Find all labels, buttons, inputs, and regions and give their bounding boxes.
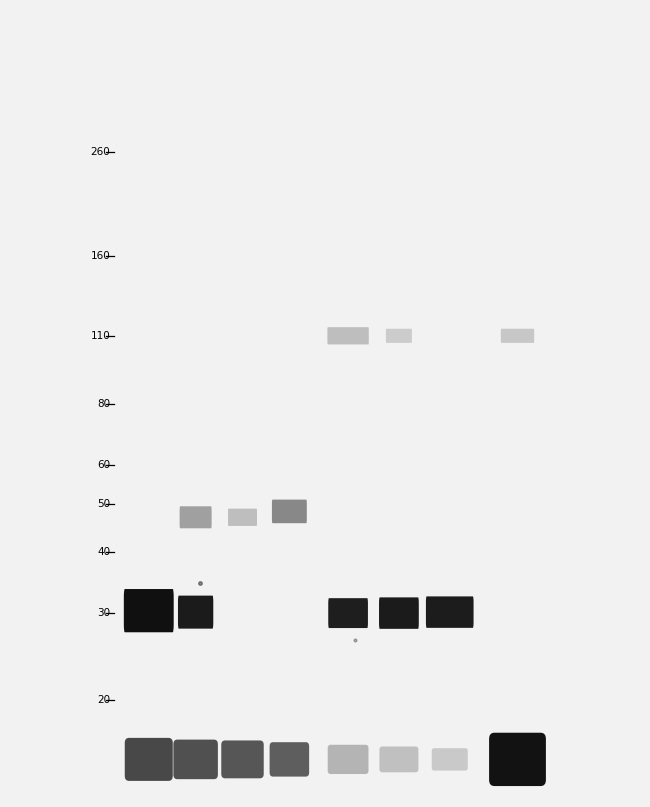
FancyBboxPatch shape — [328, 327, 369, 345]
FancyBboxPatch shape — [178, 596, 213, 629]
FancyBboxPatch shape — [500, 328, 534, 343]
FancyBboxPatch shape — [179, 506, 212, 529]
Text: 30: 30 — [98, 608, 111, 618]
FancyBboxPatch shape — [379, 597, 419, 629]
FancyBboxPatch shape — [328, 598, 368, 628]
FancyBboxPatch shape — [489, 733, 546, 786]
FancyBboxPatch shape — [432, 748, 468, 771]
FancyBboxPatch shape — [380, 746, 419, 772]
FancyBboxPatch shape — [270, 742, 309, 776]
FancyBboxPatch shape — [125, 738, 173, 781]
Text: 40: 40 — [98, 546, 111, 557]
Text: 160: 160 — [91, 251, 111, 261]
FancyBboxPatch shape — [174, 739, 218, 780]
FancyBboxPatch shape — [124, 589, 174, 632]
Text: 80: 80 — [98, 399, 111, 409]
FancyBboxPatch shape — [328, 745, 369, 774]
FancyBboxPatch shape — [221, 741, 264, 778]
FancyBboxPatch shape — [426, 596, 474, 628]
Text: 20: 20 — [98, 695, 111, 705]
FancyBboxPatch shape — [272, 500, 307, 523]
FancyBboxPatch shape — [228, 508, 257, 526]
FancyBboxPatch shape — [386, 328, 412, 343]
Text: 60: 60 — [98, 460, 111, 470]
Text: 260: 260 — [91, 147, 111, 157]
Text: 110: 110 — [91, 331, 111, 341]
Text: 50: 50 — [98, 499, 111, 509]
